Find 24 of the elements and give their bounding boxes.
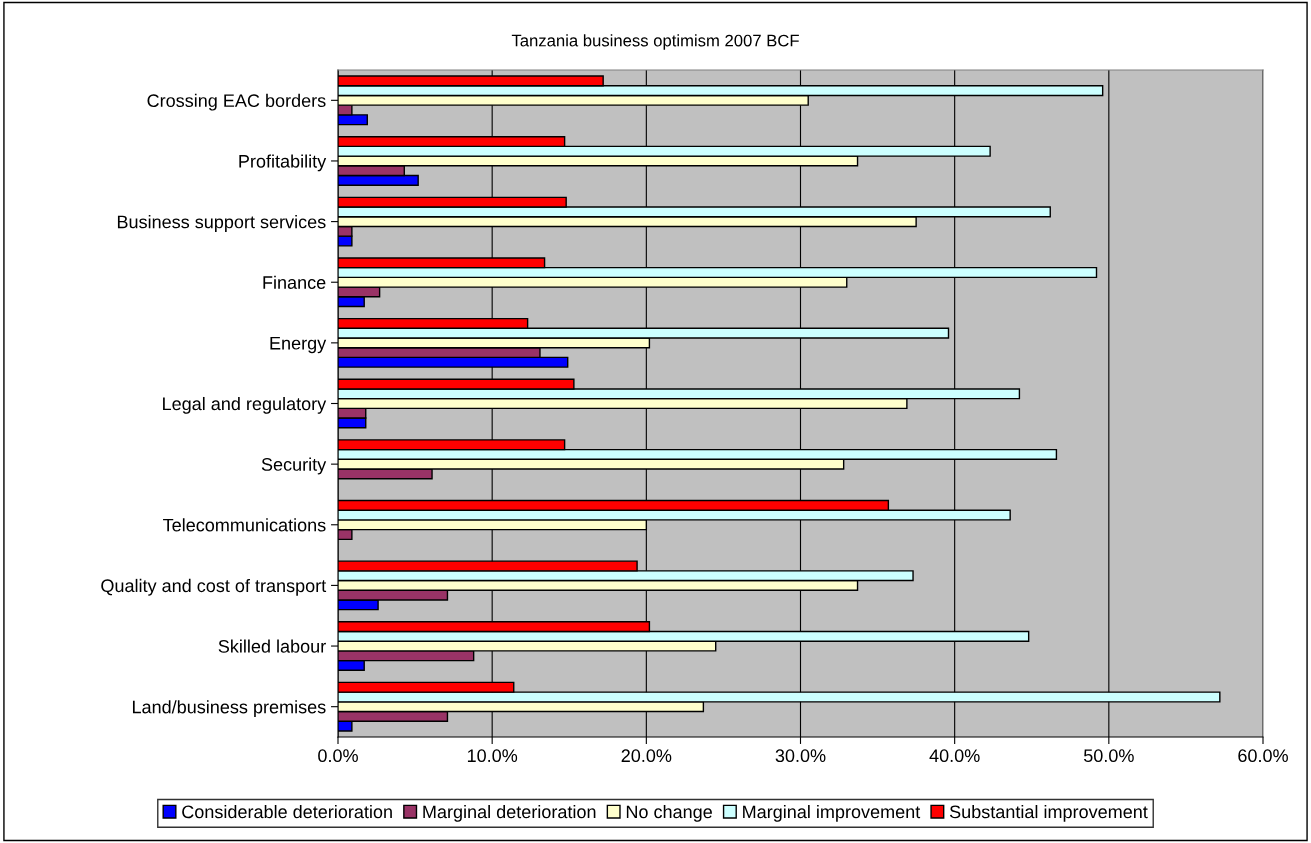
x-tick-label: 0.0% [318, 749, 358, 763]
x-tick-label: 20.0% [621, 749, 672, 763]
y-tick-label: Security [261, 457, 327, 475]
y-tick-label: Legal and regulatory [163, 396, 327, 414]
x-tick-label: 10.0% [467, 749, 518, 763]
legend-label: Marginal deterioration [423, 804, 596, 822]
y-tick-label: Skilled labour [218, 639, 326, 653]
x-tick-label: 40.0% [929, 749, 980, 763]
x-tick-label: 30.0% [775, 749, 826, 763]
y-tick-label: Profitability [239, 154, 327, 172]
x-tick-label: 50.0% [1083, 749, 1134, 763]
y-tick-label: Land/business premises [132, 700, 326, 717]
y-tick-label: Telecommunications [163, 518, 326, 532]
chart-title: Tanzania business optimism 2007 BCF [511, 34, 799, 50]
y-tick-label: Energy [270, 336, 327, 354]
legend-label: No change [626, 804, 712, 822]
y-tick-label: Business support services [117, 215, 326, 232]
y-tick-label: Crossing EAC borders [147, 93, 326, 111]
legend-label: Substantial improvement [949, 804, 1148, 822]
y-tick-label: Finance [263, 275, 326, 289]
x-tick-label: 60.0% [1238, 749, 1288, 763]
legend-label: Marginal improvement [743, 804, 921, 822]
y-tick-label: Quality and cost of transport [101, 578, 327, 596]
legend-label: Considerable deterioration [182, 804, 392, 819]
